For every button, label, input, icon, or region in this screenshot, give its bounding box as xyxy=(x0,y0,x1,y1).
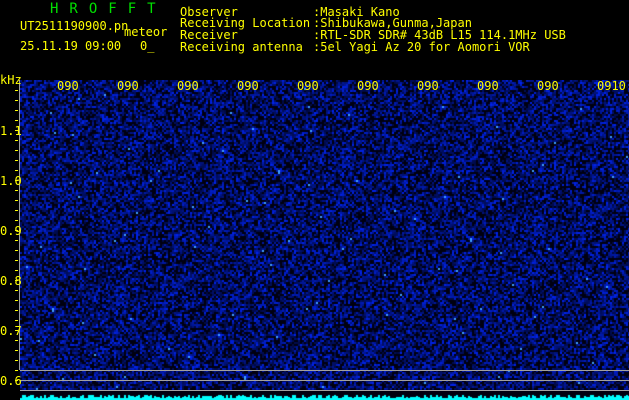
axis-tick xyxy=(15,270,18,271)
freq-label: 0.8 xyxy=(0,274,22,288)
filename: UT2511190900.pn xyxy=(20,19,129,33)
axis-tick xyxy=(15,190,18,191)
frequency-axis xyxy=(19,80,20,370)
freq-label: 1.0 xyxy=(0,174,22,188)
freq-label: 0.9 xyxy=(0,224,22,238)
datetime: 25.11.19 09:00 xyxy=(20,39,122,53)
location-label: Receiving Location xyxy=(180,16,311,30)
freq-label: 1.1 xyxy=(0,124,22,138)
axis-tick xyxy=(15,240,18,241)
axis-tick xyxy=(15,230,18,231)
axis-tick xyxy=(15,340,18,341)
time-label: 0906 xyxy=(357,80,379,93)
axis-tick xyxy=(15,170,18,171)
grid-line xyxy=(20,380,629,381)
axis-tick xyxy=(15,310,18,311)
app-title: HROFFT xyxy=(50,1,167,17)
unit-label: kHz xyxy=(0,73,22,87)
axis-tick xyxy=(15,180,18,181)
axis-tick xyxy=(15,380,18,381)
freq-label: 0.7 xyxy=(0,324,22,338)
freq-label: 0.6 xyxy=(0,374,22,388)
axis-tick xyxy=(15,90,18,91)
axis-tick xyxy=(15,150,18,151)
axis-tick xyxy=(15,260,18,261)
time-label: 0907 xyxy=(417,80,439,93)
antenna-value: :5el Yagi Az 20 for Aomori VOR xyxy=(313,40,530,54)
antenna-label: Receiving antenna xyxy=(180,40,303,54)
axis-tick xyxy=(15,300,18,301)
mode-label: meteor xyxy=(124,25,168,39)
axis-tick xyxy=(15,330,18,331)
axis-tick xyxy=(15,370,18,371)
axis-tick xyxy=(15,250,18,251)
axis-tick xyxy=(15,120,18,121)
axis-tick xyxy=(15,290,18,291)
time-label: 0901 xyxy=(57,80,79,93)
axis-tick xyxy=(15,210,18,211)
axis-tick xyxy=(15,110,18,111)
observer-label: Observer xyxy=(180,5,238,19)
axis-tick xyxy=(15,360,18,361)
axis-tick xyxy=(15,320,18,321)
grid-line xyxy=(20,390,629,391)
grid-line xyxy=(20,370,629,371)
time-label: 0902 xyxy=(117,80,139,93)
axis-tick xyxy=(15,220,18,221)
location-value: :Shibukawa,Gunma,Japan xyxy=(313,16,472,30)
time-label: 0909 xyxy=(537,80,559,93)
time-label: 0903 xyxy=(177,80,199,93)
time-label: 0904 xyxy=(237,80,259,93)
time-label: 0908 xyxy=(477,80,499,93)
spectrogram xyxy=(20,80,629,400)
axis-tick xyxy=(15,130,18,131)
time-label: 0910 xyxy=(597,80,626,93)
axis-tick xyxy=(15,140,18,141)
axis-tick xyxy=(15,160,18,161)
time-label: 0905 xyxy=(297,80,319,93)
axis-tick xyxy=(15,100,18,101)
receiver-label: Receiver xyxy=(180,28,238,42)
receiver-value: :RTL-SDR SDR# 43dB L15 114.1MHz USB xyxy=(313,28,566,42)
axis-tick xyxy=(15,280,18,281)
axis-tick xyxy=(15,350,18,351)
meteor-count: 0_ xyxy=(140,39,155,53)
observer-value: :Masaki Kano xyxy=(313,5,400,19)
axis-tick xyxy=(15,200,18,201)
